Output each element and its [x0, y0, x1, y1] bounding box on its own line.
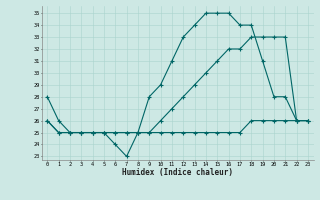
X-axis label: Humidex (Indice chaleur): Humidex (Indice chaleur)	[122, 168, 233, 177]
